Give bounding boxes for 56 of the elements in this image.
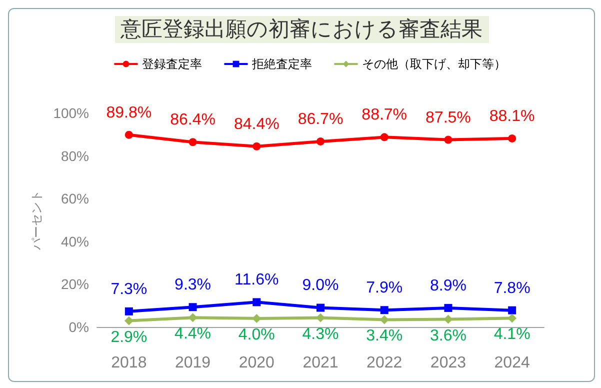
x-tick-label: 2024 [494, 354, 530, 372]
x-tick-label: 2020 [238, 354, 275, 372]
point [508, 314, 517, 323]
point [316, 313, 325, 322]
point [188, 303, 197, 312]
data-label: 7.3% [110, 280, 148, 298]
x-tick-label: 2019 [174, 354, 211, 372]
point [444, 304, 452, 312]
data-label: 89.8% [106, 104, 152, 122]
point [252, 298, 261, 306]
y-axis-title: パーセント [29, 190, 44, 251]
x-tick-label: 2023 [430, 354, 466, 372]
data-label: 87.5% [426, 109, 471, 126]
point [124, 307, 133, 316]
data-label: 9.3% [174, 276, 212, 294]
y-tick-label: 40% [60, 233, 89, 250]
point [316, 137, 324, 146]
point [508, 134, 516, 142]
data-label: 84.4% [234, 116, 280, 133]
legend-label: その他（取下げ、却下等） [362, 57, 506, 71]
data-label: 4.3% [302, 326, 339, 343]
chart-title: 意匠登録出願の初審における審査結果 [114, 16, 488, 43]
x-tick-label: 2022 [366, 354, 402, 372]
y-tick-label: 20% [60, 276, 89, 292]
point [508, 306, 516, 314]
data-label: 88.7% [362, 106, 408, 124]
data-label: 3.6% [430, 327, 466, 344]
data-label: 7.9% [366, 280, 403, 297]
point [188, 138, 197, 146]
y-tick-label: 60% [60, 190, 89, 207]
data-label: 86.7% [298, 110, 344, 128]
data-label: 4.4% [174, 326, 212, 343]
data-label: 4.0% [238, 326, 275, 344]
y-tick-label: 100% [53, 105, 89, 121]
point [124, 316, 134, 326]
data-label: 7.8% [494, 280, 530, 297]
y-tick-label: 80% [60, 148, 89, 164]
point [444, 136, 452, 144]
data-label: 11.6% [234, 272, 279, 289]
legend-label: 登録査定率 [142, 57, 202, 71]
point [252, 142, 261, 150]
x-tick-label: 2021 [302, 354, 338, 372]
legend-label: 拒絶査定率 [251, 57, 312, 71]
data-label: 8.9% [430, 277, 466, 294]
data-label: 2.9% [110, 328, 148, 346]
point [380, 133, 388, 142]
x-tick-label: 2018 [111, 354, 147, 372]
point [316, 304, 324, 312]
data-label: 3.4% [366, 328, 403, 345]
data-label: 9.0% [302, 277, 339, 294]
data-label: 88.1% [489, 108, 535, 125]
point [380, 306, 388, 314]
data-label: 86.4% [170, 112, 216, 129]
data-label: 4.1% [494, 326, 530, 344]
point [124, 130, 133, 139]
y-tick-label: 0% [68, 319, 89, 335]
